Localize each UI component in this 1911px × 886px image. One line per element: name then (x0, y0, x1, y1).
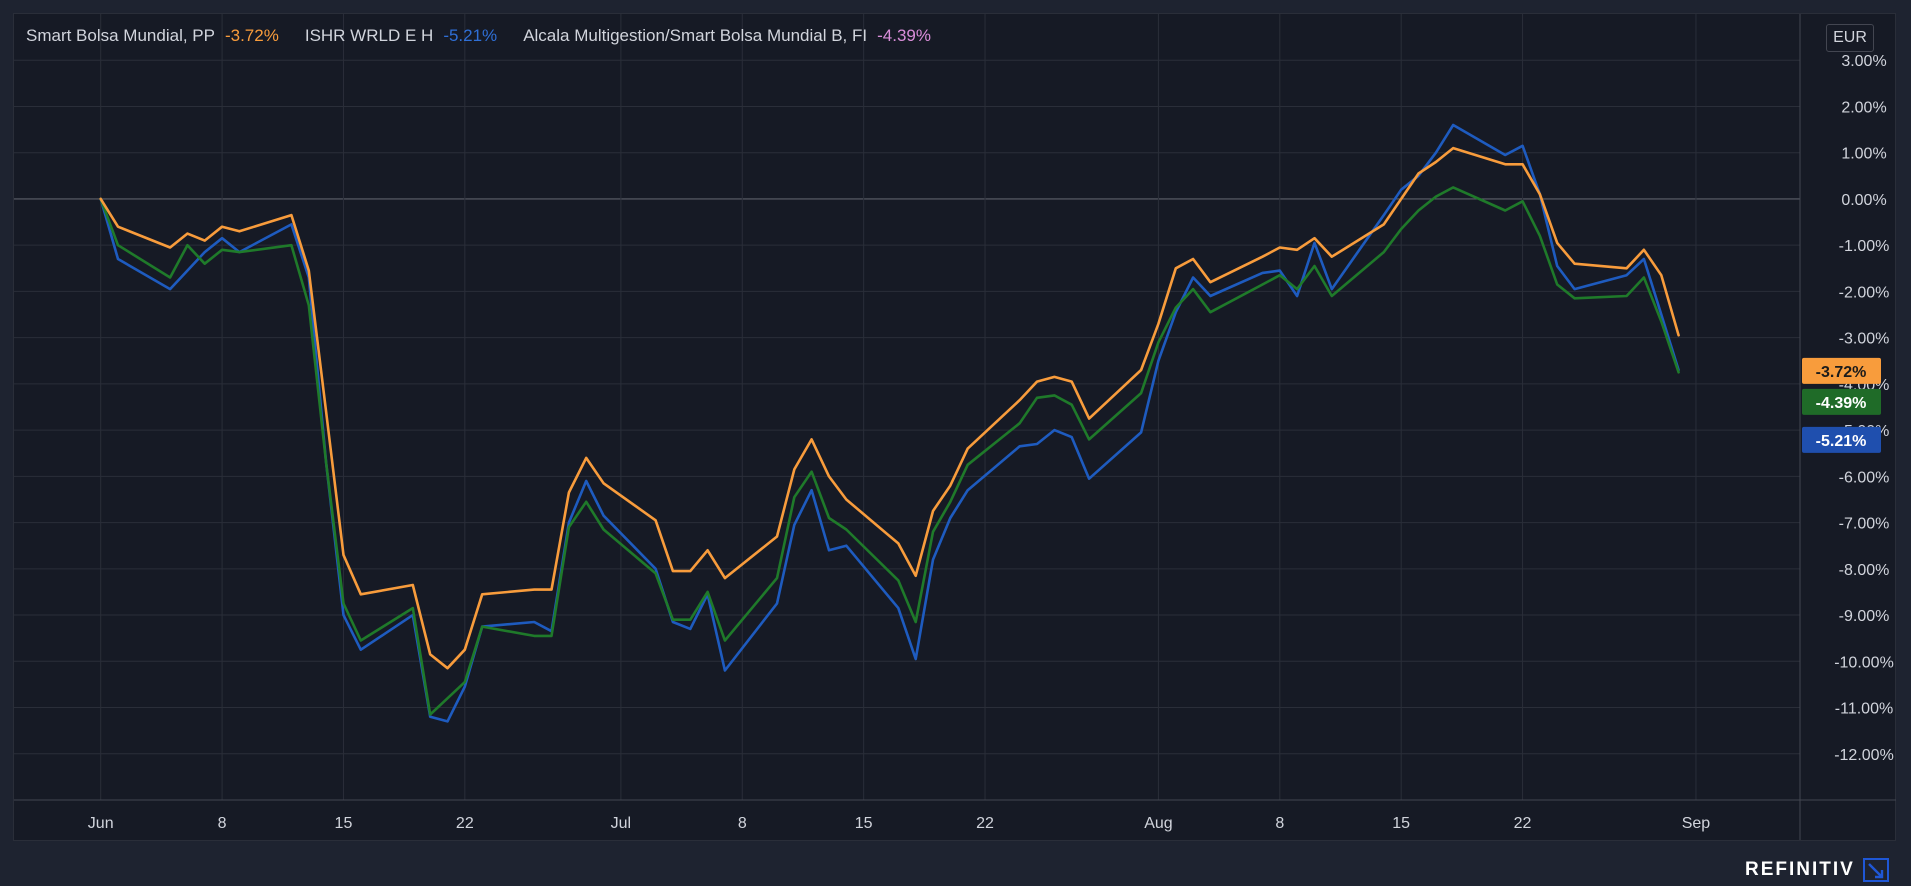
y-tick-label: -11.00% (1835, 701, 1893, 718)
last-value-badge (1802, 388, 1881, 415)
legend-series-name: Alcala Multigestion/Smart Bolsa Mundial … (523, 26, 868, 45)
legend-series-value: -5.21% (443, 26, 498, 45)
series-line (99, 146, 1680, 670)
last-value-badge (1802, 357, 1881, 384)
y-tick-label: -7.00% (1839, 516, 1890, 533)
legend-series-value: -4.39% (877, 26, 931, 45)
currency-badge[interactable]: EUR (1826, 24, 1874, 52)
last-value-badge (1802, 426, 1881, 453)
x-tick-label: 8 (738, 815, 747, 832)
legend-entry[interactable]: ISHR WRLD E H -5.21% (305, 26, 497, 50)
x-tick-label: Jun (88, 815, 114, 832)
x-tick-label: 22 (456, 815, 474, 832)
legend-series-name: ISHR WRLD E H (304, 26, 434, 45)
y-tick-label: -10.00% (1834, 654, 1894, 671)
x-tick-label: 15 (855, 815, 873, 832)
x-tick-label: 8 (218, 815, 227, 832)
last-value-label: -4.39% (1816, 395, 1867, 412)
x-tick-label: 22 (1514, 815, 1532, 832)
y-tick-label: 3.00% (1841, 53, 1886, 70)
x-tick-label: 8 (1275, 815, 1284, 832)
legend-series-name: Smart Bolsa Mundial, PP (26, 26, 215, 45)
y-tick-label: 0.00% (1841, 192, 1886, 209)
last-value-label: -5.21% (1816, 433, 1867, 450)
x-tick-label: Sep (1682, 815, 1711, 832)
legend-entry[interactable]: Alcala Multigestion/Smart Bolsa Mundial … (523, 26, 931, 50)
legend-series-value: -3.72% (224, 26, 279, 45)
x-tick-label: 15 (1392, 815, 1410, 832)
series-line (99, 123, 1680, 723)
refinitiv-brand: REFINITIV (1745, 858, 1889, 882)
series-line (99, 186, 1680, 716)
y-tick-label: -2.00% (1839, 284, 1890, 301)
y-tick-label: -1.00% (1839, 238, 1890, 255)
y-tick-label: 1.00% (1841, 146, 1886, 163)
brand-name: REFINITIV (1745, 859, 1855, 880)
chart-legend: Smart Bolsa Mundial, PP -3.72% ISHR WRLD… (26, 26, 931, 50)
refinitiv-logo-icon (1862, 858, 1889, 882)
y-tick-label: -8.00% (1839, 562, 1890, 579)
grid-layer (14, 14, 1800, 800)
legend-entry[interactable]: Smart Bolsa Mundial, PP -3.72% (26, 26, 279, 50)
series-layer (99, 123, 1680, 723)
x-tick-label: Aug (1144, 815, 1172, 832)
x-tick-label: 22 (976, 815, 994, 832)
axis-layer: 3.00% 2.00% 1.00% 0.00% -1.00% -2.00% -3.00% -4… (14, 14, 1896, 840)
x-tick-label: 15 (335, 815, 353, 832)
last-value-label: -3.72% (1816, 364, 1867, 381)
y-tick-label: -3.00% (1839, 331, 1890, 348)
y-tick-label: -12.00% (1834, 747, 1894, 764)
badge-layer: -3.72% -5.21% -4.39% (1802, 357, 1881, 453)
x-tick-label: Jul (611, 815, 631, 832)
y-tick-label: 2.00% (1841, 99, 1886, 116)
y-tick-label: -9.00% (1839, 608, 1890, 625)
y-tick-label: -6.00% (1839, 469, 1890, 486)
